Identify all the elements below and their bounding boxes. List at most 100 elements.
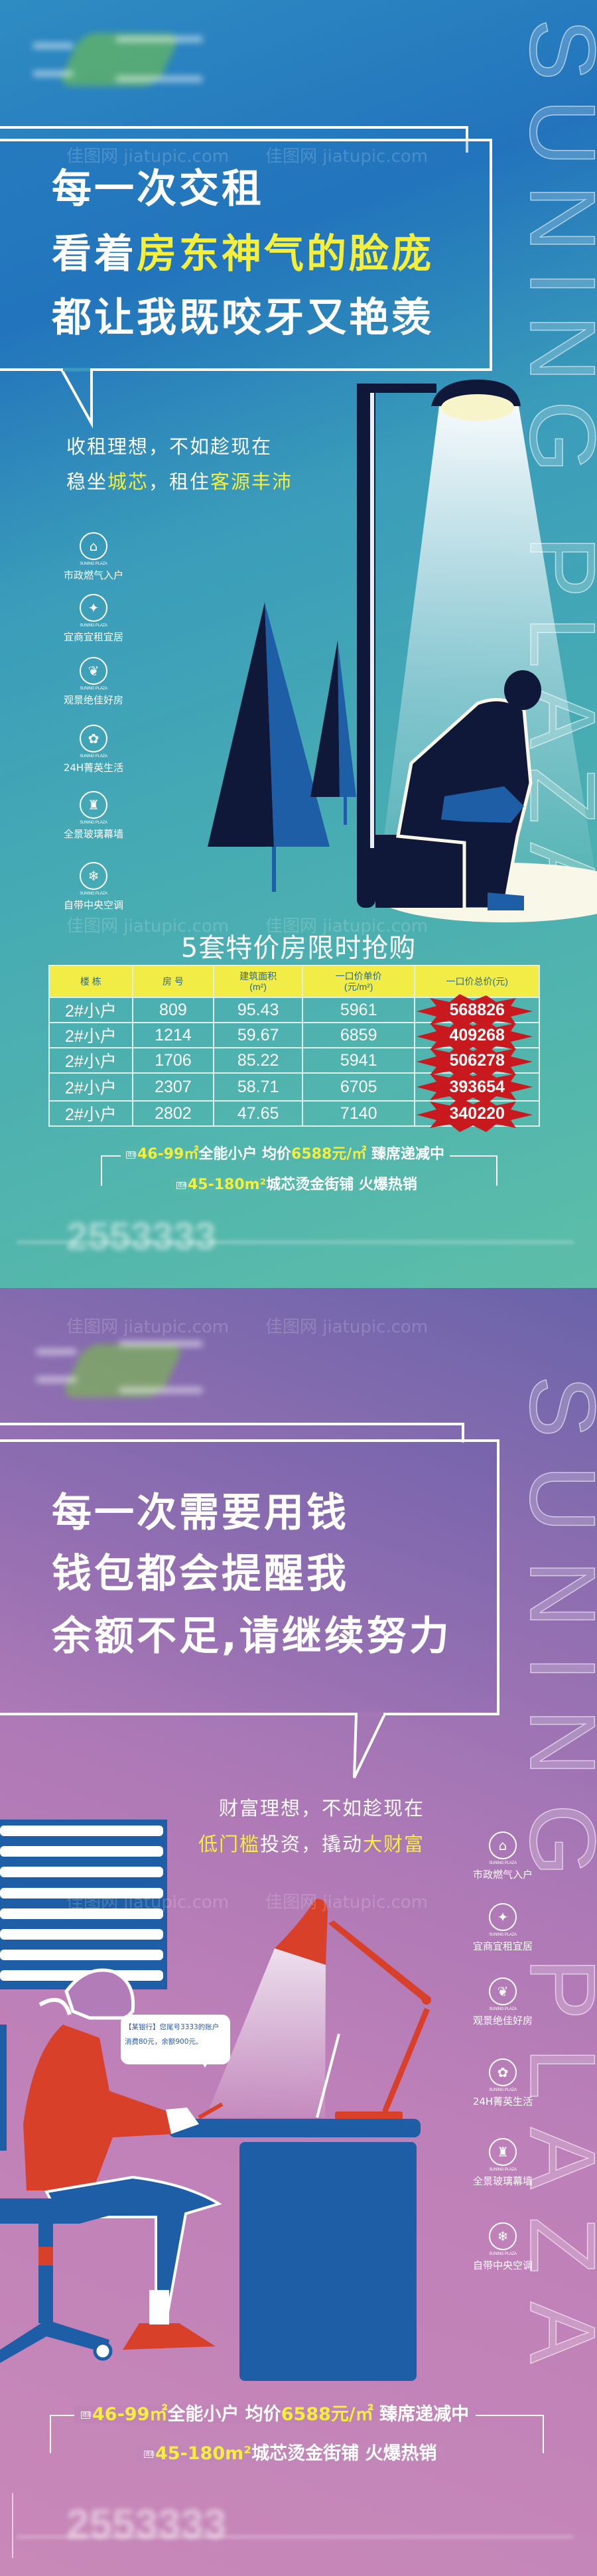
header-area: 建筑面积 (m²) xyxy=(213,965,303,998)
cell-total-price: 506278 xyxy=(414,1044,540,1079)
promo-line-1: 建面46-99㎡全能小户 均价6588元/㎡ 臻席递减中 xyxy=(121,1147,450,1162)
bank-sms-bubble: 【某银行】您尾号3333的账户 消费80元，余额900元。 xyxy=(121,2015,230,2068)
cell-area: 59.67 xyxy=(213,1022,303,1048)
cell-total-price: 393654 xyxy=(414,1070,540,1104)
stars-circle-icon: ✦ xyxy=(489,1903,517,1931)
feature-gas: ⌂ SUNING PLAZA 市政燃气入户 xyxy=(466,1831,539,1881)
price-burst xyxy=(417,1019,533,1054)
blurred-logo xyxy=(33,23,212,96)
cell-room: 2802 xyxy=(131,1100,215,1127)
brand-vertical-outline: SUNING PLAZA xyxy=(510,1375,597,2392)
house-stars-icon: ⌂ xyxy=(489,1831,517,1859)
header-total-price: 一口价总价(元) xyxy=(414,965,540,998)
watermark: 佳图网 jiatupic.com xyxy=(265,1893,429,1912)
tree-icon: ❦ xyxy=(80,657,107,685)
tree-icon: ❦ xyxy=(489,1977,517,2005)
cell-total-price: 568826 xyxy=(414,994,540,1029)
flower-icon: ✿ xyxy=(80,725,107,752)
headline-line-3: 余额不足,请继续努力 xyxy=(52,1613,452,1660)
sitting-man xyxy=(375,670,541,911)
illustration-desk-woman xyxy=(0,1820,431,2381)
subtext-line-1: 收租理想，不如趁现在 xyxy=(66,435,273,458)
flower-icon: ✿ xyxy=(489,2058,517,2086)
desk-drawer xyxy=(239,2142,417,2381)
poster-rent: SUNING PLAZA 每一次交租 看着房东神气的脸庞 都让我既咬牙又艳羡 收… xyxy=(0,0,597,1288)
price-burst xyxy=(417,994,533,1029)
headline-line-2: 钱包都会提醒我 xyxy=(52,1551,349,1597)
stars-circle-icon: ✦ xyxy=(80,594,107,622)
sms-line-2: 消费80元，余额900元。 xyxy=(125,2038,203,2046)
cell-area: 85.22 xyxy=(213,1047,303,1074)
speech-tail xyxy=(60,368,93,429)
table-row: 2#小户 809 95.43 5961 568826 xyxy=(48,994,540,1029)
watermark: 佳图网 jiatupic.com xyxy=(66,1893,230,1912)
cell-room: 1706 xyxy=(131,1047,215,1074)
air-conditioner-icon: ❄ xyxy=(80,862,107,890)
promo-line-1: 建面46-99㎡全能小户 均价6588元/㎡ 臻席递减中 xyxy=(74,2405,476,2423)
table-row: 2#小户 1706 85.22 5941 506278 xyxy=(48,1044,540,1079)
headline-line-1: 每一次交租 xyxy=(52,166,264,212)
total-price-value: 409268 xyxy=(449,1025,505,1044)
window-blinds xyxy=(0,1820,167,1989)
feature-view: ❦ SUNING PLAZA 观景绝佳好房 xyxy=(466,1977,539,2027)
watermark: 佳图网 jiatupic.com xyxy=(265,1317,429,1337)
cell-room: 809 xyxy=(131,997,215,1023)
feature-glass: ♜ SUNING PLAZA 全景玻璃幕墙 xyxy=(466,2138,539,2188)
cell-unit-price: 5941 xyxy=(301,1047,416,1074)
house-stars-icon: ⌂ xyxy=(80,532,107,560)
table-title: 5套特价房限时抢购 xyxy=(180,933,417,964)
illustration-streetlamp-man xyxy=(208,380,597,922)
total-price-value: 393654 xyxy=(449,1077,505,1096)
tree-small xyxy=(310,640,356,825)
cell-area: 58.71 xyxy=(213,1072,303,1102)
price-table: 楼 栋 房 号 建筑面积 (m²) 一口价单价 (元/m²) 一口价总价(元) … xyxy=(48,965,540,1132)
headline-line-2: 看着房东神气的脸庞 xyxy=(52,231,434,277)
laptop-screen xyxy=(316,2033,340,2118)
cell-area: 95.43 xyxy=(213,997,303,1023)
desk-top xyxy=(168,2119,421,2137)
lamp-light xyxy=(206,1948,326,2117)
header-unit-price: 一口价单价 (元/m²) xyxy=(301,965,416,998)
speech-bubble xyxy=(0,1439,499,1715)
cell-total-price: 340220 xyxy=(414,1098,540,1132)
desk-lamp xyxy=(275,1898,431,2119)
table-row: 2#小户 2307 58.71 6705 393654 xyxy=(48,1070,540,1104)
promo-line-2: 建面45-180m²城芯烫金街铺 火爆热销 xyxy=(136,2445,445,2463)
header-building: 楼 栋 xyxy=(48,965,133,998)
feature-business: ✦ SUNING PLAZA 宜商宜租宜居 xyxy=(57,594,130,644)
cell-total-price: 409268 xyxy=(414,1019,540,1054)
cell-building: 2#小户 xyxy=(48,1022,133,1048)
subtext-line-1: 财富理想，不如趁现在 xyxy=(218,1797,425,1820)
blurred-phone: 2553333 xyxy=(66,1215,216,1258)
table-row: 2#小户 1214 59.67 6859 409268 xyxy=(48,1019,540,1054)
header-room: 房 号 xyxy=(131,965,215,998)
watermark: 佳图网 jiatupic.com xyxy=(66,147,230,167)
cell-room: 1214 xyxy=(131,1022,215,1048)
feature-view: ❦ SUNING PLAZA 观景绝佳好房 xyxy=(57,657,130,707)
total-price-value: 568826 xyxy=(449,1000,505,1019)
cell-unit-price: 5961 xyxy=(301,997,416,1023)
blurred-logo xyxy=(36,1334,216,1407)
cell-room: 2307 xyxy=(131,1072,215,1102)
sms-line-1: 【某银行】您尾号3333的账户 xyxy=(125,2023,220,2031)
cell-building: 2#小户 xyxy=(48,1047,133,1074)
feature-glass: ♜ SUNING PLAZA 全景玻璃幕墙 xyxy=(57,791,130,841)
feature-gas: ⌂ SUNING PLAZA 市政燃气入户 xyxy=(57,532,130,582)
cell-building: 2#小户 xyxy=(48,1100,133,1127)
price-burst xyxy=(417,1070,533,1104)
lamp-arm xyxy=(357,384,436,393)
cell-area: 47.65 xyxy=(213,1100,303,1127)
feature-business: ✦ SUNING PLAZA 宜商宜租宜居 xyxy=(466,1903,539,1953)
promo-line-2: 建面45-180m²城芯烫金街铺 火爆热销 xyxy=(171,1178,423,1192)
blurred-phone: 2553333 xyxy=(66,2502,227,2547)
price-burst xyxy=(417,1098,533,1132)
table-row: 2#小户 2802 47.65 7140 340220 xyxy=(48,1098,540,1132)
subtext-line-2: 稳坐城芯，租住客源丰沛 xyxy=(66,470,293,493)
tower-icon: ♜ xyxy=(489,2138,517,2166)
cell-unit-price: 6859 xyxy=(301,1022,416,1048)
poster-money: SUNING PLAZA 每一次需要用钱 钱包都会提醒我 余额不足,请继续努力 … xyxy=(0,1288,597,2576)
speech-tail xyxy=(353,1712,386,1778)
headline-line-1: 每一次需要用钱 xyxy=(52,1490,349,1536)
table-header-row: 楼 栋 房 号 建筑面积 (m²) 一口价单价 (元/m²) 一口价总价(元) xyxy=(48,965,540,998)
cell-building: 2#小户 xyxy=(48,1072,133,1102)
